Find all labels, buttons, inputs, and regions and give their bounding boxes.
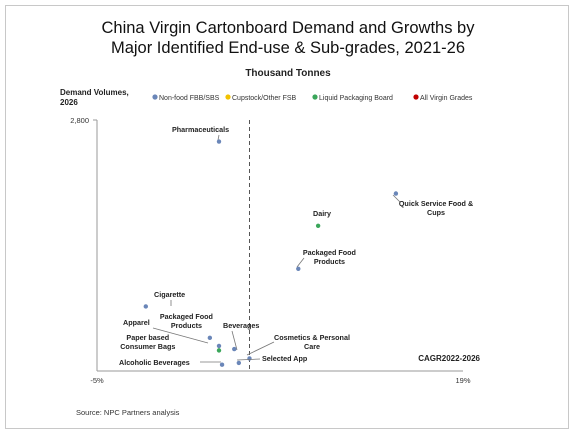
data-label-8-line-1: Beverages — [223, 321, 259, 330]
leader-line-2 — [392, 194, 401, 203]
legend-marker-4 — [413, 94, 419, 100]
data-point-12 — [219, 362, 225, 367]
data-point-5 — [143, 304, 148, 309]
data-label-7-line-1: Apparel — [123, 318, 150, 327]
data-label-10-line-2: Care — [304, 342, 320, 351]
data-label-4-line-1: Packaged Food — [303, 248, 356, 257]
data-label-10-line-1: Cosmetics & Personal — [274, 333, 350, 342]
legend-marker-3 — [312, 94, 318, 100]
data-point-3 — [315, 223, 321, 228]
leader-line-10 — [246, 341, 275, 356]
leader-line-1 — [217, 134, 220, 141]
data-point-9 — [216, 348, 222, 353]
x-axis-label: CAGR2022-2026 — [418, 354, 480, 363]
data-point-1 — [216, 139, 222, 144]
x-tick-label-max: 19% — [455, 376, 470, 385]
data-label-9-line-1: Paper based — [126, 333, 169, 342]
data-point-10 — [247, 356, 252, 361]
data-label-12-line-1: Alcoholic Beverages — [119, 358, 190, 367]
chart-frame — [5, 5, 569, 429]
y-axis-label-line-1: Demand Volumes, — [60, 88, 129, 97]
data-label-2-line-2: Cups — [427, 208, 445, 217]
data-label-9-line-2: Consumer Bags — [120, 342, 175, 351]
data-point-7 — [216, 343, 222, 349]
legend-label-3: Liquid Packaging Board — [319, 95, 393, 102]
x-tick-label-min: -5% — [90, 376, 104, 385]
data-point-6 — [207, 335, 213, 341]
data-label-4-line-2: Products — [314, 257, 345, 266]
data-label-6-line-1: Packaged Food — [160, 312, 213, 321]
legend-label-2: Cupstock/Other FSB — [232, 95, 297, 102]
data-point-8 — [232, 346, 237, 352]
data-label-3-line-1: Dairy — [313, 209, 331, 218]
data-point-11 — [236, 360, 242, 366]
y-tick-label: 2,800 — [70, 116, 89, 125]
leader-line-8 — [231, 330, 238, 351]
data-label-5-line-1: Cigarette — [154, 290, 185, 299]
data-label-2-line-1: Quick Service Food & — [399, 199, 473, 208]
chart-title-line-1: China Virgin Cartonboard Demand and Grow… — [101, 19, 475, 37]
data-point-2 — [393, 191, 399, 196]
leader-line-4 — [296, 257, 305, 268]
data-point-4 — [296, 266, 301, 272]
legend-marker-2 — [225, 94, 231, 100]
chart-title-line-2: Major Identified End-use & Sub-grades, 2… — [110, 39, 466, 57]
leader-line-11 — [236, 358, 261, 361]
legend-label-1: Non-food FBB/SBS — [159, 95, 220, 102]
data-label-11-line-1: Selected App — [262, 354, 308, 363]
y-axis-label-line-2: 2026 — [60, 98, 78, 107]
chart-subtitle: Thousand Tonnes — [245, 68, 331, 79]
data-label-1-line-1: Pharmaceuticals — [172, 125, 229, 134]
data-label-6-line-2: Products — [171, 321, 202, 330]
leader-line-7 — [152, 327, 209, 344]
legend-label-4: All Virgin Grades — [420, 95, 473, 102]
source-note: Source: NPC Partners analysis — [76, 408, 180, 417]
chart-title: China Virgin Cartonboard Demand and Grow… — [0, 18, 576, 58]
legend-marker-1 — [152, 94, 158, 100]
